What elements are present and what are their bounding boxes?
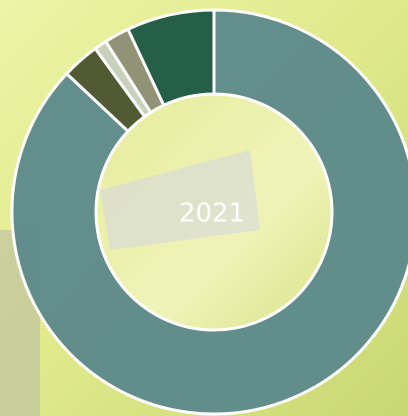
donut-slice: [10, 8, 408, 416]
donut-slices: [10, 8, 408, 416]
donut-slice: [125, 8, 216, 108]
center-label: 2021: [179, 199, 245, 229]
background-detail: [100, 150, 260, 250]
